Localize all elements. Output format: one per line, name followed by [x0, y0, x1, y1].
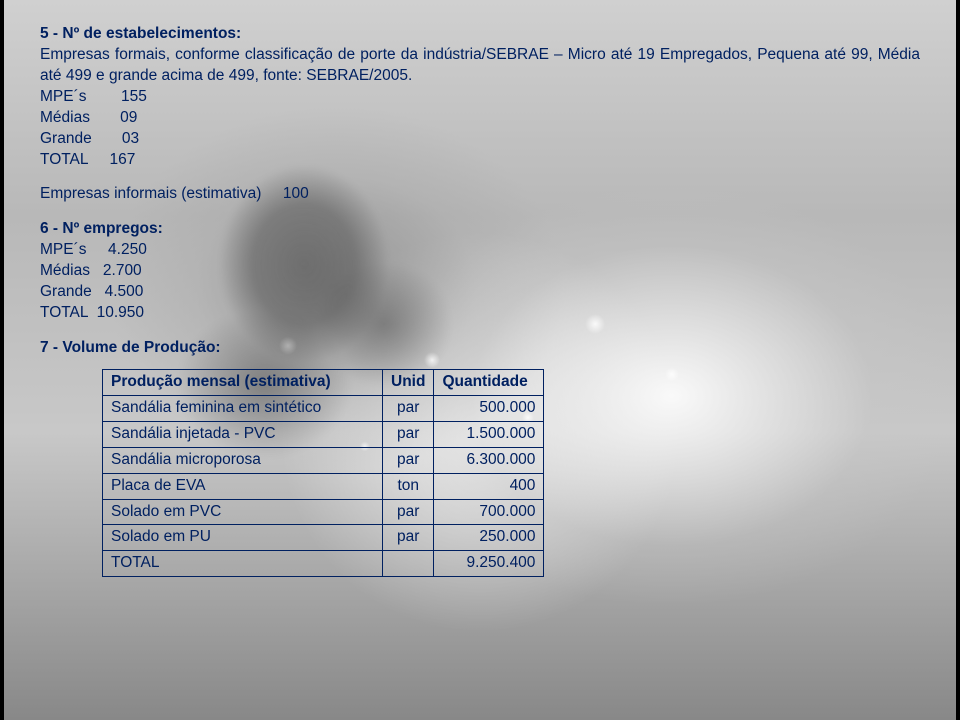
section5-heading: 5 - Nº de estabelecimentos: [40, 24, 920, 45]
table-row: Solado em PVC par 700.000 [103, 499, 544, 525]
col-unid: Unid [383, 369, 434, 395]
list-row: TOTAL 167 [40, 150, 920, 171]
list-row: Médias 2.700 [40, 261, 920, 282]
table-row: Sandália feminina em sintético par 500.0… [103, 395, 544, 421]
section6-list: MPE´s 4.250 Médias 2.700 Grande 4.500 TO… [40, 240, 920, 324]
slide-content: 5 - Nº de estabelecimentos: Empresas for… [0, 0, 960, 597]
list-row: MPE´s 4.250 [40, 240, 920, 261]
col-qtd: Quantidade [434, 369, 544, 395]
table-row: Placa de EVA ton 400 [103, 473, 544, 499]
table-row: Solado em PU par 250.000 [103, 525, 544, 551]
section5-list: MPE´s 155 Médias 09 Grande 03 TOTAL 167 [40, 87, 920, 171]
table-header-row: Produção mensal (estimativa) Unid Quanti… [103, 369, 544, 395]
list-row: Médias 09 [40, 108, 920, 129]
list-row: MPE´s 155 [40, 87, 920, 108]
list-row: TOTAL 10.950 [40, 303, 920, 324]
table-row: Sandália microporosa par 6.300.000 [103, 447, 544, 473]
production-table: Produção mensal (estimativa) Unid Quanti… [102, 369, 544, 577]
section5-body: Empresas formais, conforme classificação… [40, 45, 920, 87]
list-row: Grande 03 [40, 129, 920, 150]
section6-heading: 6 - Nº empregos: [40, 219, 920, 240]
section7-heading: 7 - Volume de Produção: [40, 338, 920, 359]
table-total-row: TOTAL 9.250.400 [103, 551, 544, 577]
list-row: Grande 4.500 [40, 282, 920, 303]
table-row: Sandália injetada - PVC par 1.500.000 [103, 421, 544, 447]
section5-informal: Empresas informais (estimativa) 100 [40, 184, 920, 205]
col-produto: Produção mensal (estimativa) [103, 369, 383, 395]
